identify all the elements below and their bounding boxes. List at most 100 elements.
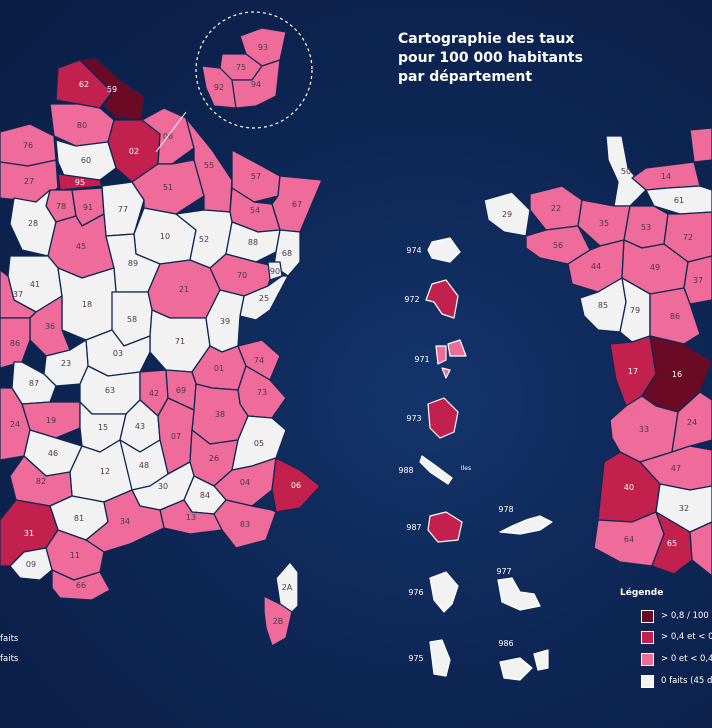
dept-label-89: 89 (128, 259, 138, 268)
dept-label-02: 02 (129, 147, 139, 156)
dept-label-73: 73 (257, 388, 267, 397)
dept-label-2A: 2A (282, 583, 293, 592)
dept-label-91: 91 (83, 203, 93, 212)
dept-label-24: 24 (10, 420, 20, 429)
rdept-31r (689, 521, 712, 577)
overseas-label-971: 971 (414, 355, 429, 364)
dom-976 (429, 571, 459, 613)
dept-34 (85, 489, 165, 553)
overseas-label-988: 988 (398, 466, 413, 475)
dept-label-55: 55 (204, 161, 214, 170)
dept-label-75: 75 (236, 63, 246, 72)
dept-label-27: 27 (24, 177, 34, 186)
dept-label-42: 42 (149, 389, 159, 398)
dept-label-58: 58 (127, 315, 137, 324)
dept-label-05: 05 (254, 439, 264, 448)
overseas-labels: 974 972 971 973 988 987 978 976 977 975 986 Iles (398, 246, 513, 663)
dept-label-41: 41 (30, 280, 40, 289)
dept-label-81: 81 (74, 514, 84, 523)
dept-label-39: 39 (220, 317, 230, 326)
dept-label-57: 57 (251, 172, 261, 181)
dept-66 (51, 569, 111, 601)
dept-label-43: 43 (135, 422, 145, 431)
dept-label-21: 21 (179, 285, 189, 294)
dept-label-09: 09 (26, 560, 36, 569)
dept-label-2B: 2B (273, 617, 284, 626)
dept-label-07: 07 (171, 432, 181, 441)
dept-60 (55, 139, 117, 181)
dept-label-13: 13 (186, 513, 196, 522)
left-legend-fragment-2: faits (0, 654, 19, 664)
dept-label-44: 44 (591, 262, 601, 271)
dept-label-38: 38 (215, 410, 225, 419)
dept-label-66: 66 (76, 581, 86, 590)
legend-swatch (641, 653, 654, 666)
islands-label: Iles (461, 465, 471, 472)
overseas-label-973: 973 (406, 414, 421, 423)
idf-inset: 93 75 92 94 (155, 11, 313, 153)
dept-label-35: 35 (599, 219, 609, 228)
dept-2B (263, 595, 293, 647)
dom-971 (435, 339, 467, 379)
dept-25 (239, 275, 289, 321)
dept-label-45: 45 (76, 242, 86, 251)
legend-label: > 0 et < 0,4 / (661, 654, 712, 664)
dept-label-74: 74 (254, 356, 264, 365)
dept-label-67: 67 (292, 200, 302, 209)
overseas-label-986: 986 (498, 639, 513, 648)
dept-label-56: 56 (553, 241, 563, 250)
dept-label-12: 12 (100, 467, 110, 476)
dept-label-18: 18 (82, 300, 92, 309)
dept-label-47: 47 (671, 464, 681, 473)
dept-label-77: 77 (118, 205, 128, 214)
dept-label-71: 71 (175, 337, 185, 346)
rdept-61 (645, 185, 712, 215)
overseas-label-974: 974 (406, 246, 421, 255)
dept-label-53: 53 (641, 223, 651, 232)
map-title: Cartographie des taux pour 100 000 habit… (398, 30, 638, 87)
legend-label: > 0,4 et < 0,8 (661, 632, 712, 642)
dept-27 (0, 159, 59, 203)
title-line-3: par département (398, 69, 533, 85)
left-map-labels: 6259800276600827957891775155576754281052… (10, 80, 302, 626)
dept-label-16: 16 (672, 370, 682, 379)
dept-label-15: 15 (98, 423, 108, 432)
title-line-2: pour 100 000 habitants (398, 50, 583, 66)
dept-label-68: 68 (282, 249, 292, 258)
dept-label-86: 86 (670, 312, 680, 321)
dept-label-51: 51 (163, 183, 173, 192)
overseas-label-978: 978 (498, 505, 513, 514)
dept-label-69: 69 (176, 386, 186, 395)
dept-label-95: 95 (75, 178, 85, 187)
dept-label-40: 40 (624, 483, 634, 492)
legend-label: > 0,8 / 100 0 (661, 611, 712, 621)
dept-label-19: 19 (46, 416, 56, 425)
dept-label-83: 83 (240, 520, 250, 529)
dom-973 (427, 397, 459, 439)
overseas-label-977: 977 (496, 567, 511, 576)
legend-label: 0 faits (45 de (661, 676, 712, 686)
dom-987 (427, 511, 463, 543)
dept-label-63: 63 (105, 386, 115, 395)
dept-label-50: 50 (621, 167, 631, 176)
dom-972 (425, 279, 459, 319)
dept-label-31: 31 (24, 529, 34, 538)
dept-label-23: 23 (61, 359, 71, 368)
dom-975 (429, 639, 451, 677)
dom-974 (427, 237, 461, 263)
legend-swatch (641, 675, 654, 688)
dept-label-59: 59 (107, 85, 117, 94)
dept-label-62: 62 (79, 80, 89, 89)
dept-label-94: 94 (251, 80, 261, 89)
right-map-labels: 50 14 61 29 22 35 53 72 56 44 49 37 85 79 86 17 16 33 24 47… (502, 167, 703, 548)
dept-label-17: 17 (628, 367, 638, 376)
dept-label-87: 87 (29, 379, 39, 388)
dept-label-22: 22 (551, 204, 561, 213)
overseas-label-976: 976 (408, 588, 423, 597)
dept-label-61: 61 (674, 196, 684, 205)
dept-label-33: 33 (639, 425, 649, 434)
dept-label-84: 84 (200, 491, 210, 500)
dept-label-11: 11 (70, 551, 80, 560)
title-line-1: Cartographie des taux (398, 31, 575, 47)
